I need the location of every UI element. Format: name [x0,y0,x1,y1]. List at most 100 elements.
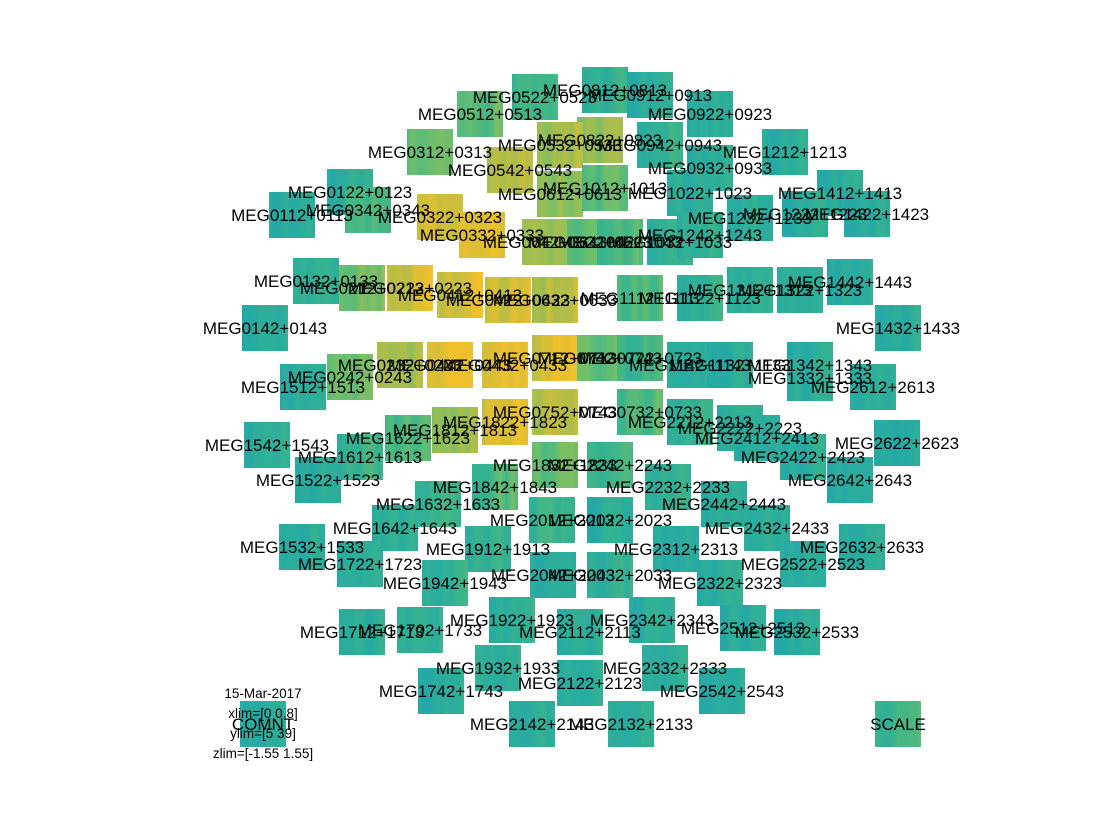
sensor-label: MEG1622+1623 [346,429,470,448]
sensor-tile [482,399,528,445]
sensor-label: MEG2432+2433 [705,519,829,538]
sensor-label: MEG1642+1643 [333,519,457,538]
sensor-label: MEG1222+1223 [743,205,867,224]
sensor-tile [782,191,828,237]
sensor-tile [577,335,623,381]
sensor-label: MEG1232+1233 [688,209,812,228]
sensor-label: MEG2042+2043 [491,566,615,585]
sensor-label: MEG0712+0713 [493,349,617,368]
sensor-label: MEG0632+0633 [493,291,617,310]
sensor-tile [397,607,443,653]
sensor-label: MEG1022+1023 [628,184,752,203]
sensor-label: MEG1122+1123 [639,289,761,308]
sensor-label: MEG2222+2223 [678,419,802,438]
sensor-tile [645,464,691,510]
sensor-label: MEG1422+1423 [805,205,929,224]
sensor-label: MEG2542+2543 [660,682,784,701]
sensor-tile [432,407,478,453]
sensor-tile [537,122,583,168]
sensor-tile [339,265,385,311]
sensor-tile [720,605,766,651]
sensor-label: MEG0812+0813 [543,81,667,100]
sensor-label: MEG2512+2513 [681,619,805,638]
info-ylim: ylim=[5 39] [230,726,296,741]
sensor-tile [653,526,699,572]
sensor-tile [787,355,833,401]
sensor-tile [327,354,373,400]
sensor-label: MEG0332+0333 [420,226,544,245]
sensor-tile [418,668,464,714]
sensor-label: MEG0912+0913 [588,86,712,105]
sensor-tile [608,701,654,747]
sensor-tile [582,165,628,211]
sensor-tile [487,147,533,193]
sensor-tile [529,497,575,543]
sensor-label: MEG2022+2023 [548,511,672,530]
sensor-label: MEG0312+0313 [368,143,492,162]
sensor-tile [457,91,503,137]
sensor-tile [774,609,820,655]
sensor-label: MEG2612+2613 [811,378,935,397]
sensor-tile [699,668,745,714]
sensor-label: MEG1932+1933 [436,659,560,678]
sensor-label: MEG0752+0743 [493,403,617,422]
sensor-tile [707,342,753,388]
sensor-label: MEG2012+2013 [490,511,614,530]
sensor-tile [844,191,890,237]
info-xlim: xlim=[0 0.8] [228,706,297,721]
sensor-label: MEG2622+2623 [835,434,959,453]
sensor-label: MEG0922+0923 [648,105,772,124]
sensor-tile [337,541,383,587]
sensor-label: MEG1032+1033 [608,233,732,252]
sensor-label: MEG2522+2523 [741,555,865,574]
sensor-tile [242,305,288,351]
info-zlim: zlim=[-1.55 1.55] [213,746,313,761]
sensor-tile [279,524,325,570]
sensor-tile [532,277,578,323]
sensor-tile [345,187,391,233]
sensor-label: MEG1512+1513 [241,378,365,397]
sensor-tile [475,645,521,691]
sensor-tile [532,442,578,488]
sensor-tile [512,74,558,120]
sensor-label: MEG0822+0823 [538,131,662,150]
sensor-tile [727,267,773,313]
sensor-label: MEG0412+0413 [398,286,522,305]
sensor-label: MEG2242+2243 [548,456,672,475]
sensor-tile [437,272,483,318]
sensor-tile [697,560,743,606]
sensor-label: MEG1912+1913 [426,540,550,559]
sensor-label: MEG0442+0443 [388,356,512,375]
sensor-tile [532,389,578,435]
sensor-tile [293,258,339,304]
sensor-tile [489,597,535,643]
sensor-label: MEG0732+0733 [578,403,702,422]
sensor-label: MEG1942+1943 [383,574,507,593]
sensor-tile [587,497,633,543]
sensor-label: MEG0232+0233 [338,356,462,375]
sensor-tile [522,219,568,265]
sensor-label: MEG1242+1243 [638,226,762,245]
sensor-label: MEG0532+0533 [498,136,622,155]
sensor-label: MEG1342+1343 [748,356,872,375]
sensor-label: MEG0432+0433 [443,356,567,375]
sensor-label: MEG1812+1813 [393,421,517,440]
sensor-tile [557,609,603,655]
sensor-label: MEG0212+0213 [300,279,424,298]
sensor-label: MEG1332+1333 [748,369,872,388]
sensor-label: MEG1442+1443 [788,273,912,292]
sensor-tile [509,701,555,747]
sensor-label: MEG0512+0513 [418,105,542,124]
sensor-tile [417,194,463,240]
sensor-tile [385,415,431,461]
sensor-tile [587,442,633,488]
sensor-label: MEG1012+1013 [543,179,667,198]
sensor-label: MEG1842+1843 [433,478,557,497]
sensor-tile [339,609,385,655]
sensor-label: MEG2322+2323 [658,574,782,593]
sensor-label: MEG0422+0423 [446,291,570,310]
sensor-label: MEG2112+2113 [519,623,641,642]
sensor-tile [827,457,873,503]
sensor-tile [244,422,290,468]
sensor-tile [387,265,433,311]
